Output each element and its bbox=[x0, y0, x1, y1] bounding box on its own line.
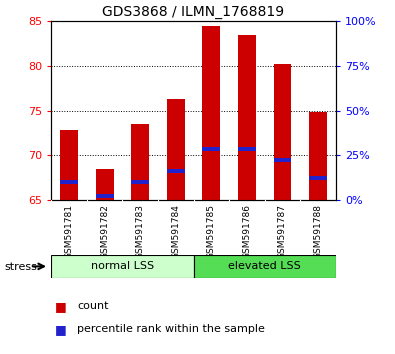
Bar bbox=[96, 194, 114, 198]
Bar bbox=[238, 147, 256, 151]
Text: count: count bbox=[77, 301, 109, 311]
Text: GSM591783: GSM591783 bbox=[136, 204, 145, 259]
Bar bbox=[274, 64, 292, 200]
Bar bbox=[51, 255, 194, 278]
Text: GSM591784: GSM591784 bbox=[171, 204, 180, 259]
Text: GSM591786: GSM591786 bbox=[243, 204, 251, 259]
Bar bbox=[202, 26, 220, 200]
Bar bbox=[60, 130, 78, 200]
Text: stress: stress bbox=[4, 262, 37, 272]
Bar bbox=[202, 147, 220, 151]
Bar bbox=[167, 99, 184, 200]
Text: GSM591782: GSM591782 bbox=[100, 204, 109, 259]
Bar bbox=[274, 158, 292, 162]
Text: GSM591785: GSM591785 bbox=[207, 204, 216, 259]
Text: normal LSS: normal LSS bbox=[91, 261, 154, 272]
Text: ■: ■ bbox=[55, 323, 67, 336]
Bar bbox=[309, 113, 327, 200]
Text: GSM591788: GSM591788 bbox=[314, 204, 322, 259]
Bar bbox=[238, 35, 256, 200]
Bar bbox=[194, 255, 336, 278]
Title: GDS3868 / ILMN_1768819: GDS3868 / ILMN_1768819 bbox=[102, 5, 285, 19]
Text: ■: ■ bbox=[55, 300, 67, 313]
Bar bbox=[131, 180, 149, 184]
Bar bbox=[96, 169, 114, 200]
Bar bbox=[167, 169, 184, 172]
Text: GSM591787: GSM591787 bbox=[278, 204, 287, 259]
Text: percentile rank within the sample: percentile rank within the sample bbox=[77, 324, 265, 334]
Bar bbox=[309, 176, 327, 180]
Text: elevated LSS: elevated LSS bbox=[228, 261, 301, 272]
Text: GSM591781: GSM591781 bbox=[65, 204, 73, 259]
Bar bbox=[131, 124, 149, 200]
Bar bbox=[60, 180, 78, 184]
